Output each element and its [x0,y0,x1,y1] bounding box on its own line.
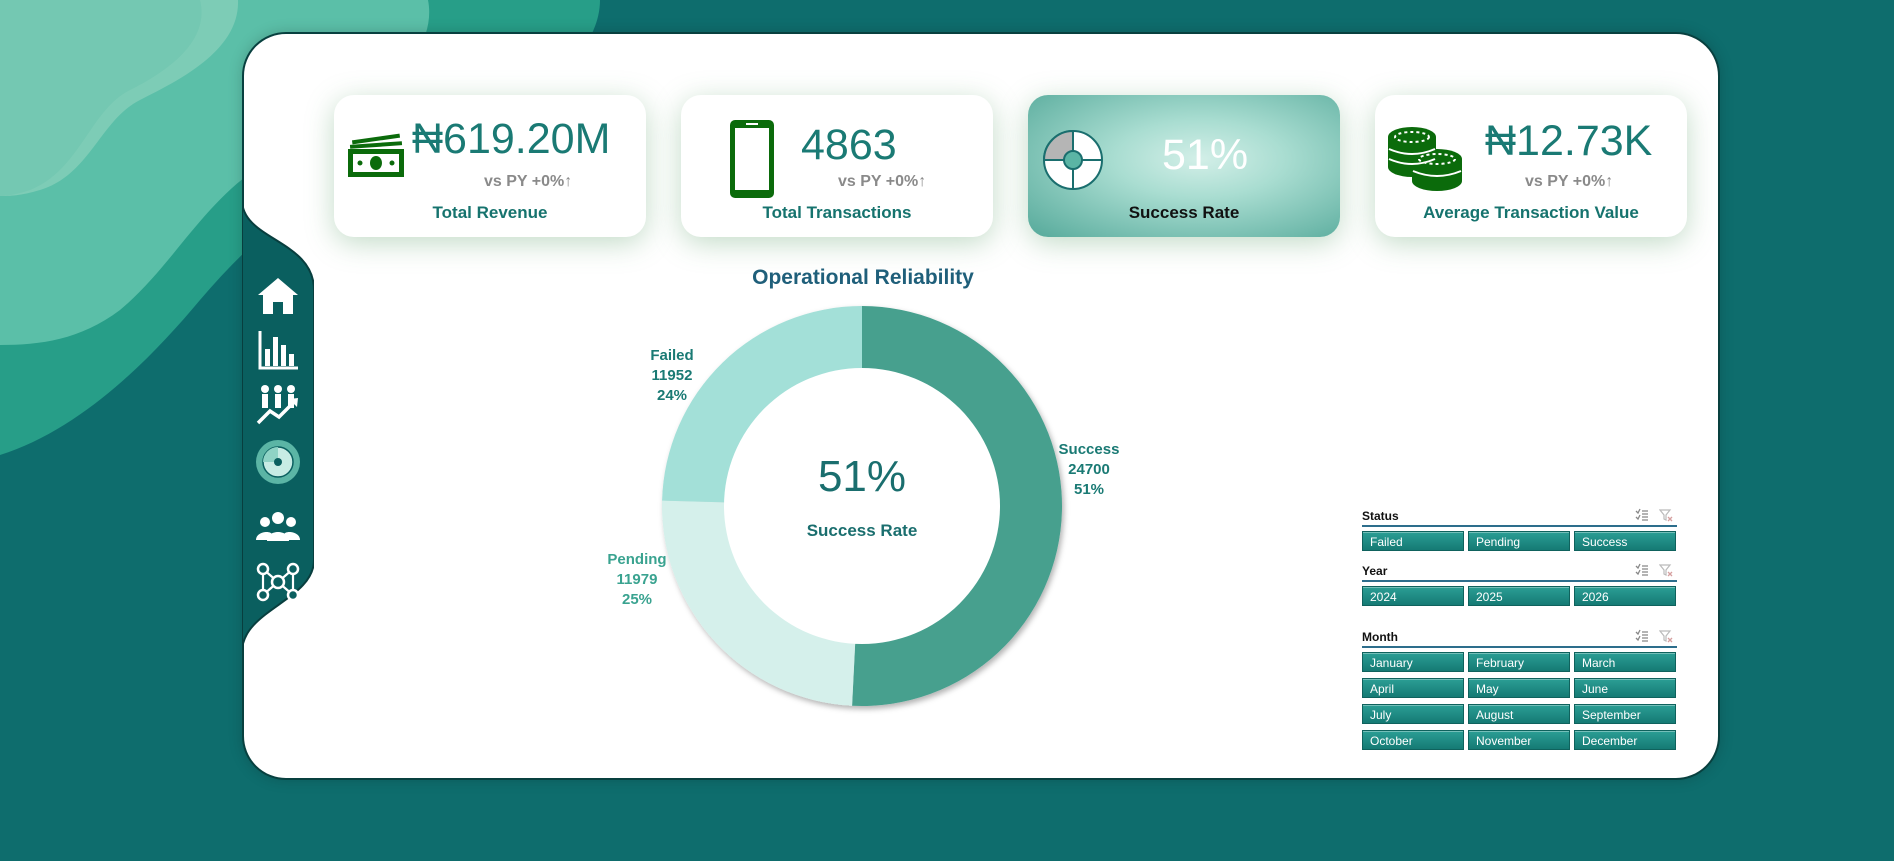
kpi-comparison: vs PY +0%↑ [1525,173,1614,190]
slicer-header: Status [1362,505,1677,527]
home-icon [258,278,298,314]
slicer-item-may[interactable]: May [1468,678,1570,698]
slicer-item-pending[interactable]: Pending [1468,531,1570,551]
slicer-item-success[interactable]: Success [1574,531,1676,551]
slice-value: 24700 [1068,461,1110,478]
pie-icon [1042,129,1103,190]
clear-filter-icon[interactable] [1659,563,1673,577]
chart-title: Operational Reliability [752,266,974,289]
slicer-item-july[interactable]: July [1362,704,1464,724]
slicer-item-2025[interactable]: 2025 [1468,586,1570,606]
slicer-year: Year 2024 2025 2026 [1362,560,1677,606]
kpi-comparison: vs PY +0%↑ [484,173,573,190]
slicer-item-failed[interactable]: Failed [1362,531,1464,551]
kpi-label: Average Transaction Value [1423,203,1639,222]
sidebar [242,200,314,652]
nav-success-rate-button[interactable] [250,436,306,488]
slicer-item-february[interactable]: February [1468,652,1570,672]
clear-filter-icon[interactable] [1659,508,1673,522]
nav-network-button[interactable] [250,556,306,608]
coins-icon [1388,127,1462,191]
slicer-item-november[interactable]: November [1468,730,1570,750]
slice-percent: 24% [656,387,688,404]
slicer-item-january[interactable]: January [1362,652,1464,672]
donut-chart [662,306,1062,706]
slicer-header: Month [1362,626,1677,648]
slicer-item-september[interactable]: September [1574,704,1676,724]
kpi-total-transactions: 4863 vs PY +0%↑ Total Transactions [681,95,993,237]
slicer-header: Year [1362,560,1677,582]
slicer-status: Status Failed Pending Success [1362,505,1677,551]
slicer-item-2026[interactable]: 2026 [1574,586,1676,606]
growth-icon [256,385,298,425]
slice-name: Failed [650,347,694,364]
nav-analytics-button[interactable] [250,324,306,376]
pie-icon [256,440,300,484]
slicer-item-march[interactable]: March [1574,652,1676,672]
data-label-failed: Failed 11952 24% [627,346,717,406]
slice-percent: 51% [1073,481,1105,498]
kpi-label: Total Revenue [432,203,548,222]
multi-select-icon[interactable] [1635,629,1649,643]
slice-name: Success [1058,441,1120,458]
slicer-item-october[interactable]: October [1362,730,1464,750]
kpi-success-rate[interactable]: 51% Success Rate [1028,95,1340,237]
kpi-comparison: vs PY +0%↑ [838,173,927,190]
kpi-value: ₦619.20M [412,115,611,163]
slicer-item-april[interactable]: April [1362,678,1464,698]
slicer-title: Month [1362,630,1398,644]
slicer-title: Status [1362,509,1399,523]
kpi-label: Success Rate [1128,203,1240,222]
data-label-success: Success 24700 51% [1044,440,1134,500]
nav-growth-button[interactable] [250,378,306,430]
slicer-item-august[interactable]: August [1468,704,1570,724]
slice-percent: 25% [621,591,653,608]
kpi-value: 4863 [801,121,897,169]
multi-select-icon[interactable] [1635,563,1649,577]
slice-value: 11979 [616,571,658,588]
team-icon [256,512,300,541]
nav-home-button[interactable] [250,270,306,322]
nav-team-button[interactable] [250,502,306,554]
multi-select-icon[interactable] [1635,508,1649,522]
slicer-item-december[interactable]: December [1574,730,1676,750]
slicer-item-june[interactable]: June [1574,678,1676,698]
clear-filter-icon[interactable] [1659,629,1673,643]
phone-icon [730,120,774,198]
cash-icon [348,133,404,177]
slicer-title: Year [1362,564,1388,578]
data-label-pending: Pending 11979 25% [592,550,682,610]
kpi-label: Total Transactions [762,203,912,222]
slicer-month: Month January February March April May J… [1362,626,1677,750]
kpi-average-transaction-value: ₦12.73K vs PY +0%↑ Average Transaction V… [1375,95,1687,237]
network-icon [256,562,300,602]
center-label: Success Rate [806,521,918,540]
slice-value: 11952 [651,367,693,384]
slicer-item-2024[interactable]: 2024 [1362,586,1464,606]
kpi-total-revenue: ₦619.20M vs PY +0%↑ Total Revenue [334,95,646,237]
slice-name: Pending [607,551,667,568]
kpi-value: 51% [1162,131,1249,179]
bar-chart-icon [258,331,298,370]
kpi-value: ₦12.73K [1485,117,1653,165]
center-value: 51% [817,452,907,501]
